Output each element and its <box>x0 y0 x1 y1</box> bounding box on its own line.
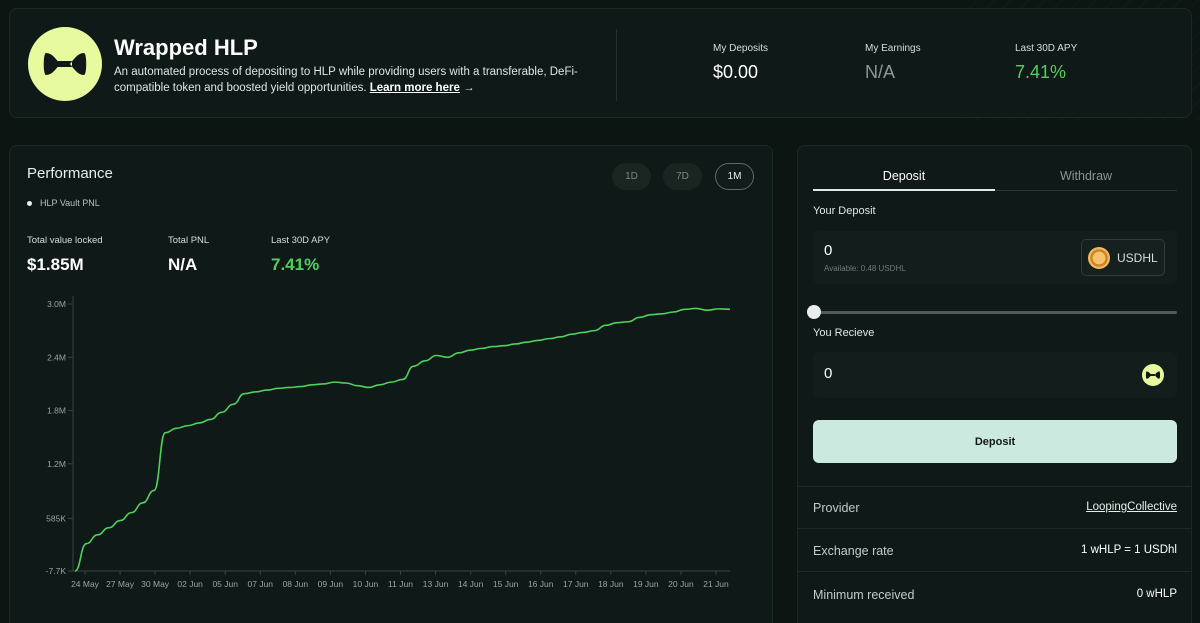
performance-chart: 3.0M 2.4M 1.8M 1.2M 585K -7.7K 24 May 27 May 30 … <box>46 296 731 589</box>
tvl-stat: Total value locked $1.85M <box>27 235 103 275</box>
x-tick-label: 07 Jun <box>248 579 274 589</box>
receive-output-field: 0 <box>813 352 1177 398</box>
pnl-series-line <box>74 307 731 572</box>
range-7d-button[interactable]: 7D <box>663 163 702 190</box>
provider-row: Provider LoopingCollective <box>813 501 1177 515</box>
y-tick-label: 2.4M <box>47 352 66 362</box>
receive-amount: 0 <box>824 365 833 382</box>
page-title: Wrapped HLP <box>114 35 258 60</box>
stat-value: 7.41% <box>271 255 320 274</box>
amount-slider-track[interactable] <box>813 311 1177 314</box>
y-tick-label: 585K <box>46 513 66 523</box>
you-receive-label: You Recieve <box>813 327 875 339</box>
my-deposits-stat: My Deposits $0.00 <box>713 43 768 83</box>
range-1m-button[interactable]: 1M <box>715 163 754 190</box>
tab-withdraw[interactable]: Withdraw <box>1059 169 1113 183</box>
y-tick-label: 1.8M <box>47 406 66 416</box>
available-balance: Available: 0.48 USDHL <box>824 264 906 273</box>
x-tick-label: 15 Jun <box>493 579 519 589</box>
x-tick-label: 16 Jun <box>528 579 554 589</box>
deposit-card: Deposit Withdraw Your Deposit 0 Availabl… <box>797 145 1192 623</box>
chart-legend: HLP Vault PNL <box>27 198 100 208</box>
whlp-token-icon <box>1142 364 1164 386</box>
token-select-button[interactable]: USDHL <box>1081 239 1165 276</box>
y-tick-label: -7.7K <box>46 566 67 576</box>
deposit-tabs: Deposit Withdraw <box>813 166 1177 191</box>
stat-label: Last 30D APY <box>271 235 331 246</box>
performance-card: Performance HLP Vault PNL 1D 7D 1M Total… <box>9 145 773 623</box>
performance-apy-stat: Last 30D APY 7.41% <box>271 235 330 275</box>
vault-description: An automated process of depositing to HL… <box>114 64 594 96</box>
x-tick-label: 11 Jun <box>388 579 413 589</box>
stat-label: Total value locked <box>27 235 103 246</box>
divider <box>798 528 1191 529</box>
x-tick-label: 30 May <box>141 579 170 589</box>
x-tick-label: 09 Jun <box>318 579 344 589</box>
detail-key: Provider <box>813 501 860 515</box>
vault-header-card: Wrapped HLP An automated process of depo… <box>9 8 1192 118</box>
apy-stat: Last 30D APY 7.41% <box>1015 43 1077 83</box>
token-label: USDHL <box>1117 250 1158 265</box>
x-tick-label: 02 Jun <box>177 579 203 589</box>
x-tick-label: 20 Jun <box>668 579 694 589</box>
deposit-button[interactable]: Deposit <box>813 420 1177 463</box>
deposit-input-field: 0 Available: 0.48 USDHL USDHL <box>813 231 1177 284</box>
x-tick-label: 14 Jun <box>458 579 484 589</box>
my-earnings-stat: My Earnings N/A <box>865 43 921 83</box>
learn-more-label: Learn more here <box>369 82 460 94</box>
amount-slider-handle[interactable] <box>807 305 821 319</box>
header-divider <box>616 29 617 101</box>
stat-value: N/A <box>865 62 896 82</box>
stat-value: $1.85M <box>27 255 84 274</box>
detail-key: Exchange rate <box>813 544 894 558</box>
stat-label: My Deposits <box>713 43 769 54</box>
stat-label: Last 30D APY <box>1015 43 1078 54</box>
stat-value: $0.00 <box>713 62 759 82</box>
provider-link[interactable]: LoopingCollective <box>1086 501 1177 513</box>
stat-value: N/A <box>168 255 198 274</box>
description-text: An automated process of depositing to HL… <box>114 66 578 94</box>
stat-label: My Earnings <box>865 43 921 54</box>
x-tick-label: 13 Jun <box>423 579 449 589</box>
learn-more-link[interactable]: Learn more here <box>370 82 460 94</box>
wrapped-hlp-logo-icon <box>28 27 102 101</box>
legend-dot-icon <box>27 200 32 206</box>
x-tick-label: 27 May <box>106 579 135 589</box>
x-tick-label: 05 Jun <box>212 579 238 589</box>
x-tick-label: 10 Jun <box>353 579 379 589</box>
detail-value: 0 wHLP <box>1136 588 1177 600</box>
stat-value: 7.41% <box>1015 62 1067 82</box>
y-tick-label: 3.0M <box>47 299 66 309</box>
y-tick-label: 1.2M <box>47 459 66 469</box>
x-tick-label: 17 Jun <box>563 579 589 589</box>
detail-key: Minimum received <box>813 588 915 602</box>
tab-deposit[interactable]: Deposit <box>813 166 995 191</box>
x-tick-label: 08 Jun <box>283 579 309 589</box>
your-deposit-label: Your Deposit <box>813 205 876 217</box>
x-tick-label: 19 Jun <box>633 579 659 589</box>
deposit-amount-input[interactable]: 0 <box>824 242 833 259</box>
usdhl-coin-icon <box>1088 246 1110 269</box>
detail-value: 1 wHLP = 1 USDhl <box>1081 544 1177 556</box>
x-tick-label: 18 Jun <box>598 579 624 589</box>
exchange-rate-row: Exchange rate 1 wHLP = 1 USDhl <box>813 544 1177 558</box>
performance-title: Performance <box>27 165 113 182</box>
stat-label: Total PNL <box>168 235 210 246</box>
range-1d-button[interactable]: 1D <box>612 163 651 190</box>
total-pnl-stat: Total PNL N/A <box>168 235 209 275</box>
x-tick-label: 24 May <box>71 579 100 589</box>
divider <box>798 571 1191 572</box>
arrow-right-icon: → <box>463 82 475 94</box>
legend-label: HLP Vault PNL <box>40 198 100 208</box>
x-tick-label: 21 Jun <box>703 579 729 589</box>
minimum-received-row: Minimum received 0 wHLP <box>813 588 1177 602</box>
divider <box>798 486 1191 487</box>
